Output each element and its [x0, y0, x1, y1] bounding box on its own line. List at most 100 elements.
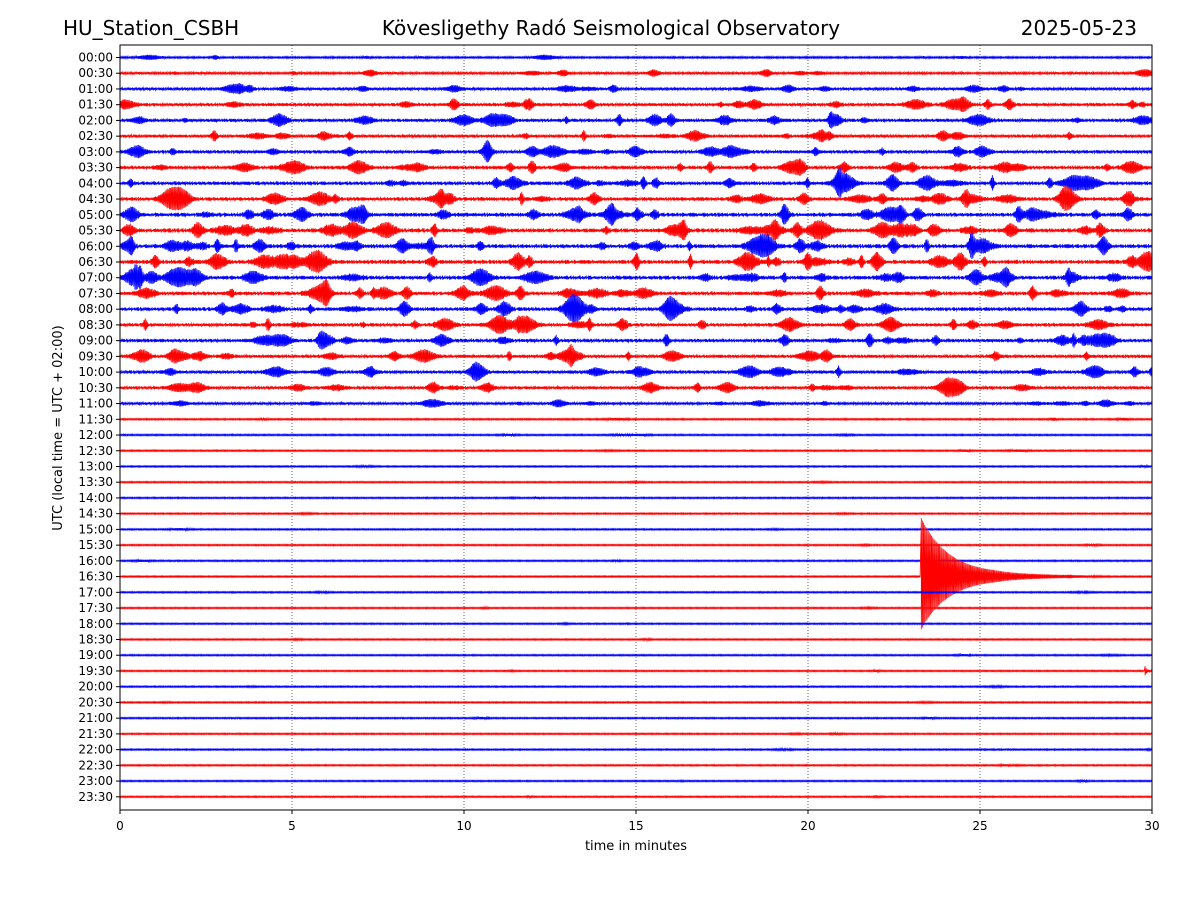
- trace-0400: [119, 167, 1153, 198]
- trace-1100: [119, 398, 1153, 408]
- trace-0300: [119, 140, 1153, 163]
- y-tick-label-3: 01:30: [78, 98, 113, 112]
- y-tick-label-40: 20:00: [78, 680, 113, 694]
- x-tick-label-0: 0: [116, 819, 124, 833]
- trace-1000: [119, 361, 1153, 382]
- y-tick-label-14: 07:00: [78, 271, 113, 285]
- trace-0900: [119, 330, 1153, 350]
- trace-0100: [119, 83, 1153, 95]
- x-axis-ticks: 0 5 10 15 20 25 30: [116, 810, 1160, 833]
- trace-1630: [119, 518, 1153, 630]
- trace-2130: [119, 731, 1153, 737]
- y-tick-label-0: 00:00: [78, 51, 113, 65]
- trace-0330: [119, 158, 1153, 176]
- x-axis-label: time in minutes: [585, 839, 687, 854]
- trace-1330: [119, 479, 1153, 485]
- y-tick-label-17: 08:30: [78, 318, 113, 332]
- trace-1430: [119, 511, 1153, 517]
- trace-0530: [119, 219, 1153, 241]
- trace-1530: [119, 542, 1153, 548]
- seismic-traces: [119, 54, 1153, 800]
- trace-1700: [119, 589, 1153, 595]
- y-tick-label-11: 05:30: [78, 224, 113, 238]
- y-tick-label-5: 02:30: [78, 129, 113, 143]
- trace-1500: [119, 526, 1153, 532]
- x-tick-label-5: 5: [288, 819, 296, 833]
- y-tick-label-27: 13:30: [78, 475, 113, 489]
- trace-1030: [119, 377, 1153, 398]
- y-tick-label-1: 00:30: [78, 66, 113, 80]
- y-tick-label-35: 17:30: [78, 601, 113, 615]
- y-tick-label-9: 04:30: [78, 192, 113, 206]
- x-tick-label-15: 15: [628, 819, 643, 833]
- trace-2030: [119, 700, 1153, 705]
- trace-2230: [119, 762, 1153, 768]
- y-tick-label-33: 16:30: [78, 570, 113, 584]
- trace-2000: [119, 684, 1153, 690]
- y-tick-label-25: 12:30: [78, 444, 113, 458]
- y-tick-label-13: 06:30: [78, 255, 113, 269]
- trace-2300: [119, 778, 1153, 784]
- y-tick-label-16: 08:00: [78, 302, 113, 316]
- y-axis-label: UTC (local time = UTC + 02:00): [51, 325, 66, 530]
- y-tick-label-22: 11:00: [78, 397, 113, 411]
- station-name: HU_Station_CSBH: [63, 16, 240, 40]
- x-tick-label-10: 10: [456, 819, 471, 833]
- trace-1200: [119, 432, 1153, 438]
- y-tick-label-23: 11:30: [78, 412, 113, 426]
- y-tick-label-4: 02:00: [78, 113, 113, 127]
- x-tick-label-30: 30: [1144, 819, 1159, 833]
- y-tick-label-32: 16:00: [78, 554, 113, 568]
- trace-0000: [119, 54, 1153, 61]
- trace-1300: [119, 464, 1153, 469]
- trace-1930: [119, 666, 1153, 676]
- y-tick-label-7: 03:30: [78, 161, 113, 175]
- y-tick-label-47: 23:30: [78, 790, 113, 804]
- y-tick-label-8: 04:00: [78, 176, 113, 190]
- y-tick-label-37: 18:30: [78, 633, 113, 647]
- y-tick-label-31: 15:30: [78, 538, 113, 552]
- grid-lines: [291, 45, 981, 810]
- y-tick-label-26: 13:00: [78, 459, 113, 473]
- y-tick-label-29: 14:30: [78, 507, 113, 521]
- trace-0130: [119, 96, 1153, 113]
- trace-1400: [119, 495, 1153, 501]
- y-tick-label-19: 09:30: [78, 349, 113, 363]
- trace-1600: [119, 558, 1153, 564]
- chart-date: 2025-05-23: [1020, 16, 1137, 40]
- x-tick-label-25: 25: [972, 819, 987, 833]
- trace-0230: [119, 129, 1153, 143]
- y-tick-label-39: 19:30: [78, 664, 113, 678]
- y-tick-label-20: 10:00: [78, 365, 113, 379]
- trace-0930: [119, 343, 1153, 368]
- trace-1830: [119, 637, 1153, 642]
- trace-1900: [119, 652, 1153, 658]
- trace-2330: [119, 794, 1153, 800]
- trace-0830: [119, 314, 1153, 334]
- trace-1730: [119, 605, 1153, 611]
- y-tick-label-44: 22:00: [78, 743, 113, 757]
- y-tick-label-30: 15:00: [78, 522, 113, 536]
- trace-0430: [119, 186, 1153, 211]
- y-tick-label-12: 06:00: [78, 239, 113, 253]
- y-tick-label-42: 21:00: [78, 711, 113, 725]
- y-tick-label-41: 20:30: [78, 695, 113, 709]
- y-tick-label-45: 22:30: [78, 758, 113, 772]
- trace-0630: [119, 249, 1153, 274]
- y-tick-label-18: 09:00: [78, 334, 113, 348]
- trace-1230: [119, 448, 1153, 454]
- y-tick-label-46: 23:00: [78, 774, 113, 788]
- y-tick-label-36: 18:00: [78, 617, 113, 631]
- trace-2200: [119, 747, 1153, 753]
- y-tick-label-15: 07:30: [78, 286, 113, 300]
- trace-0500: [119, 202, 1153, 226]
- trace-0200: [119, 111, 1153, 129]
- trace-0730: [119, 279, 1153, 307]
- y-tick-label-2: 01:00: [78, 82, 113, 96]
- y-tick-label-21: 10:30: [78, 381, 113, 395]
- trace-0030: [119, 69, 1153, 78]
- y-tick-label-10: 05:00: [78, 208, 113, 222]
- y-tick-label-34: 17:00: [78, 585, 113, 599]
